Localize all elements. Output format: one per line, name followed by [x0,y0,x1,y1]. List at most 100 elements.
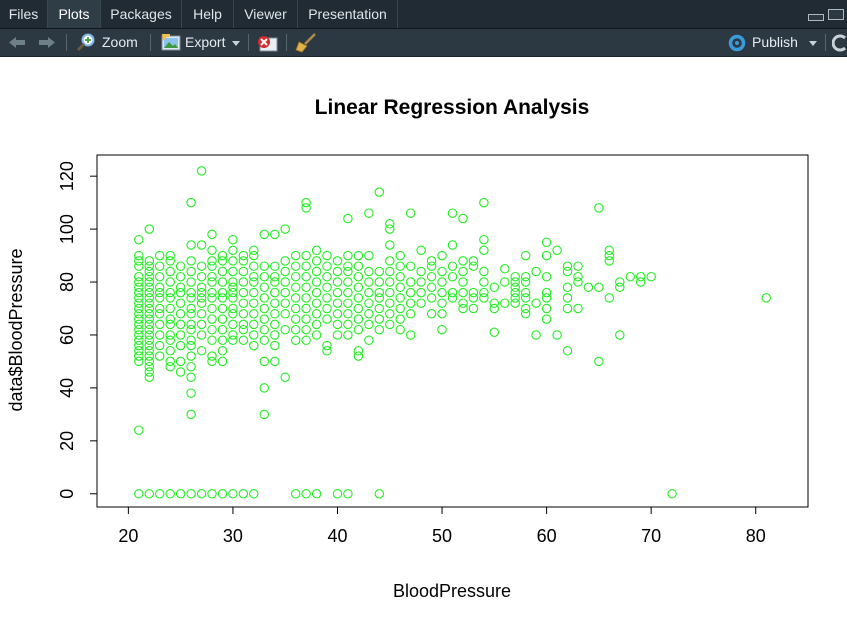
data-point [154,271,165,282]
publish-label: Publish [752,34,798,50]
data-point [175,287,186,298]
data-point [249,309,259,319]
data-point [144,298,155,308]
data-point [290,271,301,282]
back-arrow-icon[interactable] [8,36,26,49]
plot-area: Linear Regression Analysis 20 30 40 50 60 70 8… [6,96,809,601]
data-point [479,197,489,208]
data-point [426,261,437,271]
publish-icon [728,34,746,52]
tab-plots[interactable]: Plots [48,0,101,28]
data-point [405,208,416,218]
data-point [186,293,196,303]
data-point [520,271,531,282]
y-tick-label: 120 [57,161,77,191]
data-point [134,425,144,435]
data-point [165,303,175,314]
data-point [343,266,353,277]
data-point [311,319,322,330]
refresh-icon[interactable] [832,34,847,52]
data-point [154,282,165,293]
data-point [552,330,562,340]
data-point [249,330,259,340]
data-point [186,319,196,330]
data-point [322,271,332,282]
forward-arrow-icon[interactable] [38,36,56,49]
export-label: Export [185,34,226,50]
data-point [217,489,228,499]
tab-label: Files [8,6,39,22]
data-point [458,303,468,314]
data-point [301,335,311,346]
data-point [416,298,426,308]
data-point [290,261,301,271]
data-point [510,277,520,287]
maximize-pane-button[interactable] [828,9,844,20]
data-point [228,293,238,303]
data-point [134,277,144,287]
data-point [186,340,196,351]
data-point [270,261,280,271]
data-point [353,303,364,314]
data-point [134,298,144,308]
data-point [562,303,573,314]
data-point [615,282,625,293]
data-point [343,213,353,224]
data-point [217,256,228,266]
data-point [154,250,165,261]
data-point [270,319,280,330]
data-point [437,309,447,319]
data-point [134,293,144,303]
data-point [196,330,207,340]
tab-presentation[interactable]: Presentation [298,0,398,28]
data-point [374,293,385,303]
data-point [322,293,332,303]
data-point [196,282,207,293]
data-point [207,324,217,335]
y-tick-label: 80 [57,272,77,292]
data-point [144,330,155,340]
tab-packages[interactable]: Packages [101,0,182,28]
data-point [154,303,165,314]
data-point [165,346,175,356]
y-tick-label: 0 [57,489,77,499]
data-point [186,409,196,420]
data-point [301,261,311,271]
data-point [353,293,364,303]
data-point [196,261,207,271]
toolbar-separator [825,34,826,51]
data-point [144,367,155,377]
data-point [165,489,175,499]
tab-viewer[interactable]: Viewer [234,0,298,28]
toolbar-separator [248,34,249,51]
data-point [343,330,353,340]
data-point [280,256,290,266]
data-point [165,356,175,367]
data-point [416,287,426,298]
data-point [134,324,144,335]
data-point [238,298,249,308]
data-point [259,271,270,282]
broom-clear-icon[interactable] [295,33,317,53]
data-point [311,298,322,308]
data-point [510,282,520,293]
data-point [280,287,290,298]
data-point [405,277,416,287]
data-point [144,351,155,361]
data-point [531,266,541,277]
data-point [385,256,395,266]
remove-plot-icon[interactable] [256,34,278,52]
data-point [322,314,332,324]
tab-files[interactable]: Files [0,0,48,28]
data-point [405,298,416,308]
data-point [426,271,437,282]
data-point [489,327,500,338]
data-point [531,298,541,308]
data-point [353,282,364,293]
data-point [458,213,468,224]
minimize-pane-button[interactable] [808,14,824,21]
data-point [186,372,196,383]
tab-help[interactable]: Help [182,0,234,28]
data-point [604,245,615,256]
data-point [416,266,426,277]
